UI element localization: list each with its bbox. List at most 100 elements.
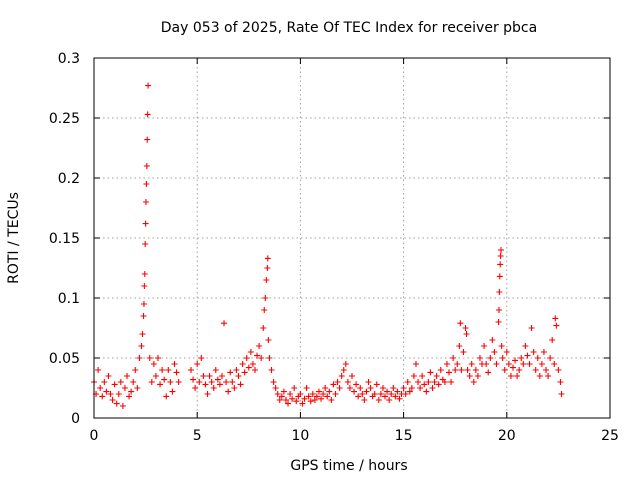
x-tick-label: 5 [193, 428, 202, 444]
data-point [390, 385, 397, 391]
data-point [258, 355, 265, 361]
data-point [340, 367, 347, 373]
data-point [483, 361, 490, 367]
data-point [142, 241, 149, 247]
data-point [468, 361, 475, 367]
data-point [457, 320, 464, 327]
data-point [470, 379, 477, 385]
data-point [264, 255, 271, 262]
data-point [497, 261, 504, 268]
data-point [456, 343, 463, 349]
data-point [152, 373, 159, 379]
data-point [261, 307, 268, 313]
data-point [249, 361, 256, 367]
data-point [266, 355, 273, 361]
data-point [384, 388, 391, 395]
data-point [243, 355, 250, 361]
data-point [237, 381, 244, 388]
data-point [173, 369, 180, 376]
data-point [543, 367, 550, 373]
data-point [353, 381, 360, 388]
data-point [507, 373, 514, 379]
data-point [97, 385, 104, 391]
data-point [530, 349, 537, 355]
x-tick-label: 0 [90, 428, 99, 444]
data-point [450, 355, 457, 361]
data-point [359, 391, 366, 397]
data-point [328, 397, 335, 403]
x-tick-label: 20 [498, 428, 516, 444]
data-point [417, 385, 424, 391]
data-point [139, 331, 146, 337]
data-point [448, 379, 455, 385]
data-point [373, 381, 380, 388]
data-point [379, 385, 386, 391]
y-tick-label: 0.25 [49, 111, 80, 127]
data-point [365, 379, 372, 385]
data-point [371, 391, 378, 397]
data-point [406, 388, 413, 395]
data-point [291, 385, 298, 391]
data-point [146, 355, 153, 361]
data-point [214, 376, 221, 383]
data-point [313, 393, 320, 400]
data-point [171, 361, 178, 367]
data-point [99, 393, 106, 400]
data-point [309, 391, 316, 397]
data-point [113, 400, 120, 407]
data-point [225, 388, 232, 395]
data-point [454, 361, 461, 367]
data-point [142, 220, 149, 227]
data-point [119, 403, 126, 409]
data-point [188, 367, 195, 373]
data-point [400, 385, 407, 391]
y-tick-label: 0.05 [49, 351, 80, 367]
data-point [198, 355, 205, 361]
data-point [124, 373, 131, 379]
data-point [233, 367, 240, 373]
data-point [190, 376, 197, 383]
data-point [154, 355, 161, 361]
data-point [265, 337, 272, 343]
data-point [301, 395, 308, 402]
data-point [223, 379, 230, 385]
data-point [431, 379, 438, 385]
data-point [516, 367, 523, 373]
data-point [141, 283, 148, 289]
data-point [485, 369, 492, 376]
data-point [499, 355, 506, 361]
data-point [460, 349, 467, 355]
data-point [107, 391, 114, 397]
data-point [495, 307, 502, 313]
data-point [412, 361, 419, 367]
data-point [558, 391, 565, 397]
data-point [547, 355, 554, 361]
data-point [425, 379, 432, 385]
data-point [165, 367, 172, 373]
data-point [293, 398, 300, 405]
data-point [109, 397, 116, 403]
data-point [278, 393, 285, 400]
data-point [303, 385, 310, 391]
data-point [512, 357, 519, 364]
data-point [159, 367, 166, 373]
data-point [305, 393, 312, 400]
data-point [138, 343, 145, 349]
data-point [367, 385, 374, 391]
y-axis-tick-labels: 0 0.05 0.1 0.15 0.2 0.25 0.3 [49, 51, 80, 427]
data-point [208, 379, 215, 385]
data-point [324, 393, 331, 400]
axis-ticks [93, 57, 611, 419]
data-point [196, 379, 203, 385]
data-point [143, 199, 150, 205]
data-point [496, 273, 503, 280]
data-point [326, 388, 333, 395]
data-point [276, 397, 283, 403]
data-point [361, 397, 368, 403]
data-point [518, 355, 525, 361]
data-point [355, 393, 362, 400]
data-point [423, 388, 430, 395]
data-point [532, 367, 539, 373]
data-point [443, 361, 450, 367]
data-point [472, 367, 479, 373]
